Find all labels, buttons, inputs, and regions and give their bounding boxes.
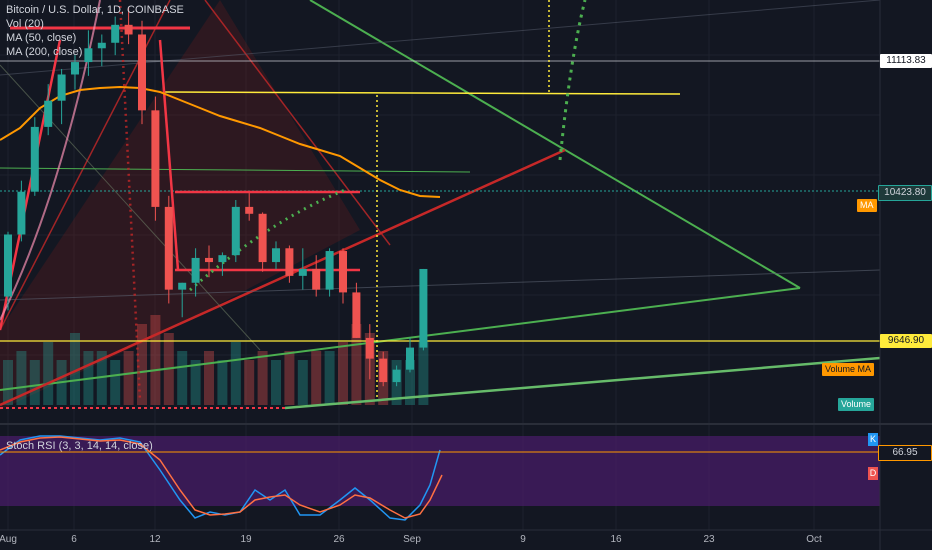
stoch-level-label: 66.95	[878, 445, 932, 461]
volume-bar	[230, 342, 241, 405]
candle-body[interactable]	[406, 347, 414, 370]
volume-bar	[244, 360, 255, 405]
candle-body[interactable]	[272, 248, 280, 263]
candle-body[interactable]	[151, 110, 160, 207]
candle-body[interactable]	[44, 100, 53, 127]
time-axis-label: 26	[333, 534, 345, 545]
time-axis-label: 16	[610, 534, 622, 545]
stoch-d-badge: D	[868, 467, 878, 480]
time-axis-label: Aug	[0, 534, 17, 545]
candle-body[interactable]	[325, 251, 334, 290]
candle-body[interactable]	[258, 213, 267, 263]
candle-body[interactable]	[17, 191, 26, 235]
volume-bar	[29, 360, 40, 405]
candle-body[interactable]	[138, 34, 146, 111]
time-axis-label: Sep	[403, 534, 421, 545]
time-axis-label: 9	[520, 534, 526, 545]
candle-body[interactable]	[84, 48, 93, 63]
price-label-9646: 9646.90	[880, 334, 932, 348]
candle-body[interactable]	[231, 206, 240, 256]
stoch-d-line	[0, 436, 443, 519]
volume-bar	[297, 360, 308, 405]
candlestick-series	[4, 6, 428, 387]
volume-bar	[190, 360, 201, 405]
volume-bar	[110, 360, 121, 405]
volume-bar	[123, 351, 134, 405]
candle-body[interactable]	[298, 268, 307, 276]
volume-bar	[284, 351, 295, 405]
candle-body[interactable]	[285, 248, 294, 276]
candle-body[interactable]	[191, 257, 200, 283]
stoch-rsi-band	[0, 436, 880, 506]
candle-body[interactable]	[339, 251, 347, 293]
volume-bar	[271, 360, 281, 405]
candle-body[interactable]	[392, 369, 401, 383]
candle-body[interactable]	[205, 257, 213, 263]
volume-bar	[43, 342, 54, 405]
volume-bar	[324, 351, 335, 405]
stoch-rsi-title[interactable]: Stoch RSI (3, 3, 14, 14, close)	[6, 440, 153, 452]
indicator-ma-200[interactable]: MA (200, close)	[6, 46, 83, 58]
candle-body[interactable]	[4, 234, 12, 297]
volume-bar	[177, 351, 188, 405]
chart-title: Bitcoin / U.S. Dollar, 1D, COINBASE	[6, 4, 184, 16]
candle-body[interactable]	[312, 268, 321, 290]
volume-ma-badge: Volume MA	[822, 363, 875, 376]
candle-body[interactable]	[379, 358, 388, 383]
time-axis-label: 19	[240, 534, 252, 545]
volume-bar	[217, 360, 228, 405]
time-axis-label: 12	[149, 534, 161, 545]
volume-bar	[3, 360, 13, 405]
indicator-ma-50[interactable]: MA (50, close)	[6, 32, 77, 44]
volume-bar	[418, 342, 429, 405]
price-label-11113: 11113.83	[880, 54, 932, 68]
candle-body[interactable]	[245, 206, 254, 214]
volume-badge: Volume	[838, 398, 875, 411]
volume-bar	[257, 351, 268, 405]
volume-bar	[70, 333, 80, 405]
volume-bar	[311, 351, 322, 405]
candle-body[interactable]	[111, 24, 120, 43]
volume-bar	[150, 315, 161, 405]
candle-body[interactable]	[71, 62, 79, 75]
candle-body[interactable]	[97, 42, 106, 49]
volume-bar	[338, 342, 348, 405]
volume-bar	[137, 324, 147, 405]
candle-body[interactable]	[419, 268, 428, 348]
candle-body[interactable]	[218, 255, 227, 263]
volume-bar	[405, 360, 415, 405]
candle-body[interactable]	[365, 337, 374, 359]
time-axis-label: Oct	[806, 534, 822, 545]
volume-bar	[16, 351, 27, 405]
candle-body[interactable]	[178, 282, 187, 290]
candle-body[interactable]	[124, 24, 133, 35]
candle-body[interactable]	[164, 206, 173, 290]
time-axis-label: 6	[71, 534, 77, 545]
ma-50-line	[0, 85, 441, 198]
stoch-k-badge: K	[868, 433, 878, 446]
drawing-trendlines	[0, 0, 881, 410]
time-axis-label: 23	[703, 534, 715, 545]
candle-body[interactable]	[30, 126, 39, 192]
shaded-triangle-region	[0, 0, 360, 410]
price-label-10423: 10423.80	[878, 185, 932, 201]
ma-badge: MA	[857, 199, 877, 212]
indicator-vol[interactable]: Vol (20)	[6, 18, 44, 30]
candle-body[interactable]	[57, 74, 66, 101]
volume-bar	[351, 324, 362, 405]
candle-body[interactable]	[352, 292, 361, 338]
volume-bar	[204, 351, 214, 405]
